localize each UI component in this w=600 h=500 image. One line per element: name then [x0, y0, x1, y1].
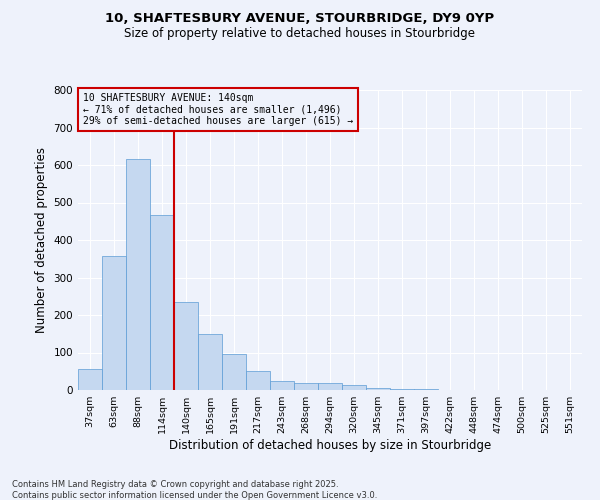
Text: Size of property relative to detached houses in Stourbridge: Size of property relative to detached ho…: [125, 28, 476, 40]
Bar: [390, 389, 414, 390]
Bar: [198, 334, 222, 390]
Bar: [270, 380, 294, 390]
Bar: [174, 302, 198, 390]
Text: 10, SHAFTESBURY AVENUE, STOURBRIDGE, DY9 0YP: 10, SHAFTESBURY AVENUE, STOURBRIDGE, DY9…: [106, 12, 494, 26]
Y-axis label: Number of detached properties: Number of detached properties: [35, 147, 48, 333]
Bar: [294, 382, 318, 390]
X-axis label: Distribution of detached houses by size in Stourbridge: Distribution of detached houses by size …: [169, 439, 491, 452]
Bar: [126, 158, 150, 390]
Bar: [78, 368, 102, 390]
Text: Contains HM Land Registry data © Crown copyright and database right 2025.
Contai: Contains HM Land Registry data © Crown c…: [12, 480, 377, 500]
Bar: [366, 388, 390, 390]
Bar: [414, 389, 438, 390]
Bar: [342, 385, 366, 390]
Bar: [246, 371, 270, 390]
Text: 10 SHAFTESBURY AVENUE: 140sqm
← 71% of detached houses are smaller (1,496)
29% o: 10 SHAFTESBURY AVENUE: 140sqm ← 71% of d…: [83, 93, 353, 126]
Bar: [318, 382, 342, 390]
Bar: [222, 354, 246, 390]
Bar: [102, 256, 126, 390]
Bar: [150, 214, 174, 390]
